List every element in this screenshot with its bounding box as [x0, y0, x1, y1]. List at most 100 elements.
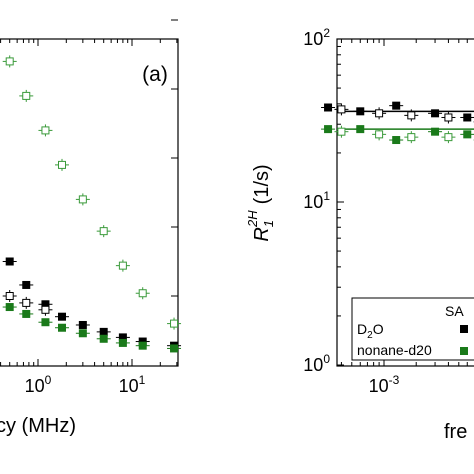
square-marker [392, 136, 401, 145]
b-series-0-point [389, 101, 404, 110]
ylabel-units: (1/s) [251, 164, 273, 204]
open-marker [138, 289, 147, 298]
open-marker [22, 298, 31, 307]
open-marker [444, 133, 453, 142]
square-marker [324, 125, 333, 134]
legend-marker-d2o [460, 325, 468, 333]
a-series-3-point [2, 55, 17, 68]
b-series-3-point [372, 128, 387, 141]
a-series-3-point [75, 193, 90, 206]
b-series-3-point [441, 131, 456, 144]
a-series-1-point [135, 341, 150, 350]
open-marker [375, 130, 384, 139]
panel-a-label: (a) [142, 63, 168, 86]
panel-a: (a) 100 101 cy (MHz) [0, 19, 182, 437]
b-series-0-point [321, 103, 336, 112]
open-marker [375, 109, 384, 118]
a-series-0-point [135, 337, 150, 346]
open-marker [407, 111, 416, 120]
open-marker [78, 195, 87, 204]
square-marker [392, 101, 401, 110]
square-marker [78, 329, 87, 338]
legend-header: SA [445, 303, 464, 319]
square-marker [118, 333, 127, 342]
square-marker [324, 103, 333, 112]
a-series-3-point [135, 287, 150, 300]
open-marker [99, 227, 108, 236]
open-marker [22, 91, 31, 100]
square-marker [356, 107, 365, 116]
a-series-2-point [2, 290, 17, 302]
b-series-3-point [334, 125, 349, 138]
b-series-1-point [353, 125, 368, 134]
square-marker [99, 327, 108, 336]
open-marker [407, 133, 416, 142]
b-series-0-point [428, 109, 443, 118]
square-marker [138, 337, 147, 346]
legend-entry-d2o-rest: O [373, 321, 384, 337]
a-series-0-point [115, 333, 130, 342]
open-marker [5, 292, 14, 300]
a-series-1-point [2, 303, 17, 312]
a-series-0-point [19, 280, 34, 289]
y-tick-label: 100 [303, 352, 330, 375]
panel-a-marks [2, 55, 182, 353]
a-series-1-point [19, 309, 34, 318]
a-series-3-point [96, 225, 111, 238]
panel-b-y-axis-label: R12H (1/s) [245, 164, 276, 241]
panel-b: R12H (1/s) 100 101 102 10-3 fre SA D2O nonan… [245, 26, 474, 443]
square-marker [41, 318, 50, 327]
square-marker [22, 309, 31, 318]
open-marker [337, 127, 346, 136]
a-series-1-point [38, 318, 53, 327]
a-series-3-point [54, 158, 69, 171]
a-series-3-point [115, 259, 130, 272]
ylabel-sup: 2H [245, 210, 260, 228]
a-series-1-point [75, 329, 90, 338]
panel-b-x-axis-label: fre [444, 421, 467, 443]
b-series-2-point [404, 109, 419, 122]
b-series-1-point [460, 130, 474, 139]
square-marker [5, 257, 14, 266]
a-series-1-point [167, 344, 182, 353]
x-tick-label: 100 [25, 373, 52, 396]
square-marker [356, 125, 365, 134]
square-marker [138, 341, 147, 350]
legend-box [351, 297, 474, 361]
b-series-3-point [404, 131, 419, 144]
legend-entry-d2o-sub: 2 [367, 330, 373, 341]
y-tick-label: 102 [303, 26, 330, 49]
b-series-2-point [372, 107, 387, 120]
b-series-0-point [353, 107, 368, 116]
b-series-0-point [460, 113, 474, 122]
a-series-0-point [75, 320, 90, 329]
a-series-2-point [19, 296, 34, 309]
square-marker [431, 109, 440, 118]
square-marker [463, 113, 472, 122]
legend-entry-nonane: nonane-d20 [357, 342, 432, 358]
panel-b-ticks [337, 38, 468, 366]
a-series-0-point [2, 257, 17, 266]
a-series-1-point [96, 334, 111, 343]
open-marker [444, 113, 453, 122]
y-tick-label: 101 [303, 189, 330, 212]
legend: SA D2O nonane-d20 [351, 297, 474, 361]
b-series-1-point [321, 125, 336, 134]
x-tick-label: 101 [119, 373, 146, 396]
b-series-1-point [389, 136, 404, 145]
panel-a-tick-labels: 100 101 [25, 373, 146, 396]
square-marker [99, 334, 108, 343]
a-series-2-point [38, 303, 53, 316]
panel-a-frame [0, 38, 179, 367]
a-series-0-point [96, 327, 111, 336]
panel-a-x-axis-label: cy (MHz) [0, 415, 76, 437]
a-series-3-point [19, 89, 34, 102]
a-series-3-point [38, 124, 53, 137]
x-tick-label: 10-3 [369, 373, 400, 396]
legend-entry-d2o-main: D [357, 321, 367, 337]
panel-b-tick-labels: 100 101 102 10-3 [303, 26, 399, 396]
square-marker [463, 130, 472, 139]
square-marker [57, 323, 66, 332]
open-marker [5, 57, 14, 66]
